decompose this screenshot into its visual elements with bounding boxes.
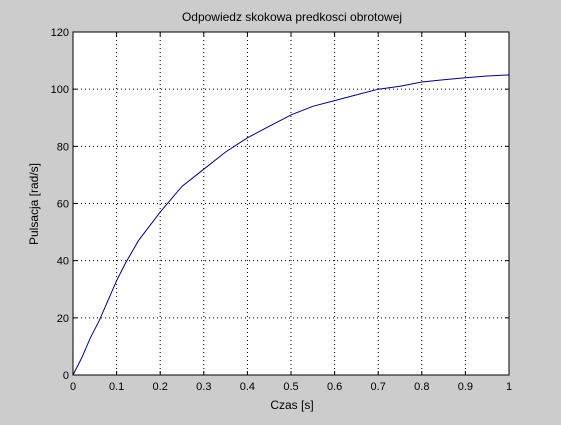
- y-tick-label: 0: [63, 370, 69, 382]
- x-tick-label: 1: [506, 381, 512, 393]
- y-tick-label: 40: [57, 256, 69, 268]
- x-tick-label: 0.8: [414, 381, 429, 393]
- x-tick-label: 0.7: [371, 381, 386, 393]
- x-tick-label: 0: [70, 381, 76, 393]
- y-axis-label: Pulsacja [rad/s]: [27, 163, 41, 245]
- y-tick-label: 60: [57, 199, 69, 211]
- y-tick-labels: 0 20 40 60 80 100 120: [51, 27, 69, 382]
- x-tick-label: 0.2: [153, 381, 168, 393]
- x-tick-label: 0.6: [327, 381, 342, 393]
- plot-area: [73, 32, 509, 375]
- series-line: [72, 74, 510, 376]
- y-tick-label: 20: [57, 313, 69, 325]
- x-tick-labels: 0 0.1 0.2 0.3 0.4 0.5 0.6 0.7 0.8 0.9 1: [70, 381, 512, 393]
- series-lines: [72, 74, 510, 376]
- y-tick-label: 120: [51, 27, 69, 39]
- x-tick-label: 0.4: [240, 381, 255, 393]
- grid-lines: [73, 32, 509, 375]
- x-tick-label: 0.3: [196, 381, 211, 393]
- x-tick-label: 0.9: [458, 381, 473, 393]
- y-tick-label: 100: [51, 84, 69, 96]
- axes-frame: [72, 31, 510, 376]
- x-tick-label: 0.1: [109, 381, 124, 393]
- x-axis-label: Czas [s]: [270, 398, 313, 412]
- chart-title: Odpowiedz skokowa predkosci obrotowej: [182, 10, 402, 24]
- x-tick-label: 0.5: [283, 381, 298, 393]
- y-tick-label: 80: [57, 141, 69, 153]
